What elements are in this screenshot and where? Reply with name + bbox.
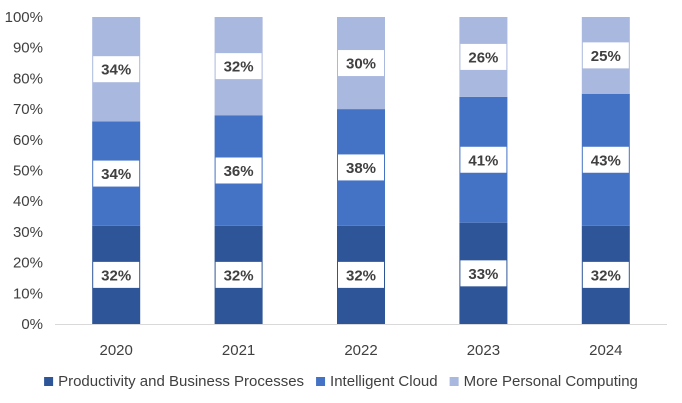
data-label: 34%: [101, 62, 131, 79]
data-label: 25%: [591, 48, 621, 65]
data-label: 38%: [346, 160, 376, 177]
y-tick-label: 90%: [13, 40, 43, 57]
data-label-box: [338, 261, 384, 288]
data-label: 34%: [101, 166, 131, 183]
data-label: 43%: [591, 152, 621, 169]
data-labels: 32% 34% 34% 32% 36% 32% 32% 38% 30% 33% 41% 26% 32% 4…: [93, 42, 629, 288]
data-label-box: [93, 160, 140, 187]
data-label-box: [460, 146, 507, 173]
data-label-box: [460, 260, 507, 287]
x-tick-label: 2022: [344, 342, 377, 359]
y-tick-label: 0%: [21, 316, 43, 333]
y-tick-label: 30%: [13, 224, 43, 241]
y-tick-label: 100%: [5, 9, 43, 26]
data-label-box: [338, 154, 384, 181]
data-label-box: [93, 261, 140, 288]
y-tick-label: 50%: [13, 163, 43, 180]
data-label-box: [460, 43, 507, 70]
data-label: 32%: [101, 267, 131, 284]
legend-label: Intelligent Cloud: [330, 373, 438, 390]
data-label: 30%: [346, 56, 376, 73]
data-label-box: [582, 146, 629, 173]
data-label-box: [215, 261, 262, 288]
x-tick-label: 2020: [100, 342, 133, 359]
data-label: 32%: [224, 59, 254, 76]
data-label: 32%: [591, 267, 621, 284]
legend-swatch: [449, 377, 459, 386]
y-tick-label: 70%: [13, 101, 43, 118]
y-axis: 0% 10% 20% 30% 40% 50% 60% 70% 80% 90% 100%: [5, 9, 43, 333]
x-tick-label: 2023: [467, 342, 500, 359]
data-label-box: [582, 261, 629, 288]
x-axis: 2020 2021 2022 2023 2024: [55, 324, 667, 359]
data-label: 32%: [224, 267, 254, 284]
data-label: 36%: [224, 163, 254, 180]
legend-swatch: [44, 377, 54, 386]
data-label-box: [93, 56, 140, 83]
data-label: 41%: [468, 152, 498, 169]
x-tick-label: 2021: [222, 342, 255, 359]
legend: Productivity and Business Processes Intel…: [44, 373, 638, 390]
data-label: 26%: [468, 49, 498, 66]
data-label-box: [215, 157, 262, 184]
y-tick-label: 10%: [13, 285, 43, 302]
y-tick-label: 80%: [13, 70, 43, 87]
y-tick-label: 40%: [13, 193, 43, 210]
y-tick-label: 20%: [13, 255, 43, 272]
data-label: 32%: [346, 267, 376, 284]
data-label: 33%: [468, 266, 498, 283]
x-tick-label: 2024: [589, 342, 622, 359]
legend-label: Productivity and Business Processes: [58, 373, 304, 390]
data-label-box: [215, 53, 262, 80]
data-label-box: [338, 50, 384, 77]
y-tick-label: 60%: [13, 132, 43, 149]
data-label-box: [582, 42, 629, 69]
legend-swatch: [316, 377, 326, 386]
legend-label: More Personal Computing: [464, 373, 638, 390]
